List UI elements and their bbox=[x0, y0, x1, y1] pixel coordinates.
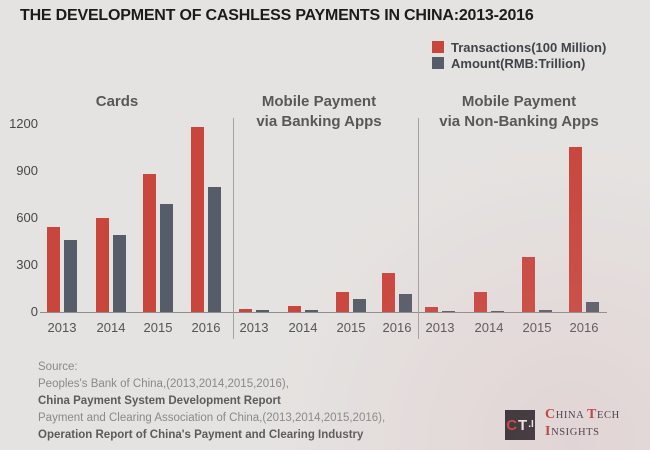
legend-label: Transactions(100 Million) bbox=[451, 39, 607, 55]
bar-amount bbox=[160, 204, 173, 312]
bar-amount bbox=[539, 310, 552, 312]
logo-letter-i: .I bbox=[528, 419, 534, 430]
bar-transactions bbox=[336, 292, 349, 312]
source-line: Source: bbox=[38, 361, 78, 373]
x-tick-label: 2013 bbox=[239, 320, 269, 335]
bar-transactions bbox=[522, 257, 535, 312]
panel-title: via Banking Apps bbox=[256, 113, 382, 130]
y-tick-label: 1200 bbox=[9, 116, 38, 131]
brand-line-1: CHINA TECH bbox=[545, 407, 620, 422]
panel-title: via Non-Banking Apps bbox=[439, 113, 599, 130]
x-tick-label: 2013 bbox=[425, 320, 455, 335]
x-tick-label: 2014 bbox=[96, 320, 126, 335]
panel-divider bbox=[418, 118, 419, 339]
panel-title: Mobile Payment bbox=[261, 93, 377, 110]
legend-item-amount: Amount(RMB:Trillion) bbox=[432, 55, 606, 71]
source-line: Payment and Clearing Association of Chin… bbox=[38, 412, 386, 424]
bar-transactions bbox=[239, 309, 252, 312]
bar-amount bbox=[305, 310, 318, 312]
bar-amount bbox=[64, 240, 77, 312]
x-tick-label: 2013 bbox=[47, 320, 77, 335]
amount-color-swatch bbox=[432, 57, 444, 69]
bar-amount bbox=[256, 310, 269, 312]
y-tick-label: 300 bbox=[16, 257, 38, 272]
legend-item-transactions: Transactions(100 Million) bbox=[432, 39, 606, 55]
x-tick-label: 2015 bbox=[143, 320, 173, 335]
bar-amount bbox=[442, 311, 455, 312]
x-tick-label: 2014 bbox=[474, 320, 504, 335]
panel-title: Cards bbox=[95, 93, 139, 110]
x-tick-label: 2016 bbox=[569, 320, 599, 335]
source-line: Peoples's Bank of China,(2013,2014,2015,… bbox=[38, 378, 289, 390]
x-tick-label: 2015 bbox=[522, 320, 552, 335]
bar-transactions bbox=[288, 306, 301, 312]
page-title: THE DEVELOPMENT OF CASHLESS PAYMENTS IN … bbox=[20, 7, 534, 24]
chart-legend: Transactions(100 Million) Amount(RMB:Tri… bbox=[432, 39, 606, 71]
x-tick-label: 2016 bbox=[191, 320, 221, 335]
panel-divider bbox=[232, 118, 234, 339]
bar-transactions bbox=[47, 227, 60, 312]
bar-transactions bbox=[425, 307, 438, 312]
logo-letter-c: C bbox=[506, 416, 518, 434]
bar-transactions bbox=[382, 273, 395, 312]
bar-transactions bbox=[143, 174, 156, 312]
bar-amount bbox=[491, 311, 504, 312]
x-tick-label: 2016 bbox=[382, 320, 412, 335]
bar-transactions bbox=[96, 218, 109, 312]
bar-amount bbox=[586, 302, 599, 312]
china-tech-insights-wordmark: CHINA TECH INSIGHTS bbox=[545, 407, 620, 441]
legend-label: Amount(RMB:Trillion) bbox=[451, 55, 586, 71]
source-note: Source: Peoples's Bank of China,(2013,20… bbox=[38, 359, 385, 444]
panel-title: Mobile Payment bbox=[461, 93, 577, 110]
bar-amount bbox=[208, 187, 221, 312]
transactions-color-swatch bbox=[432, 41, 444, 53]
x-tick-label: 2014 bbox=[288, 320, 318, 335]
source-line: Operation Report of China's Payment and … bbox=[38, 429, 364, 441]
logo-letter-t: T bbox=[518, 416, 528, 434]
x-axis-line bbox=[40, 312, 607, 313]
x-tick-label: 2015 bbox=[336, 320, 366, 335]
y-tick-label: 900 bbox=[16, 163, 38, 178]
y-tick-label: 600 bbox=[16, 210, 38, 225]
y-tick-label: 0 bbox=[30, 304, 38, 319]
bar-transactions bbox=[191, 127, 204, 312]
bar-amount bbox=[353, 299, 366, 312]
bar-transactions bbox=[569, 147, 582, 312]
bar-amount bbox=[399, 294, 412, 312]
source-line: China Payment System Development Report bbox=[38, 395, 281, 407]
brand-line-2: INSIGHTS bbox=[545, 424, 600, 439]
china-tech-insights-logo-icon: C T .I bbox=[505, 410, 535, 440]
bar-transactions bbox=[474, 292, 487, 312]
bar-amount bbox=[113, 235, 126, 312]
